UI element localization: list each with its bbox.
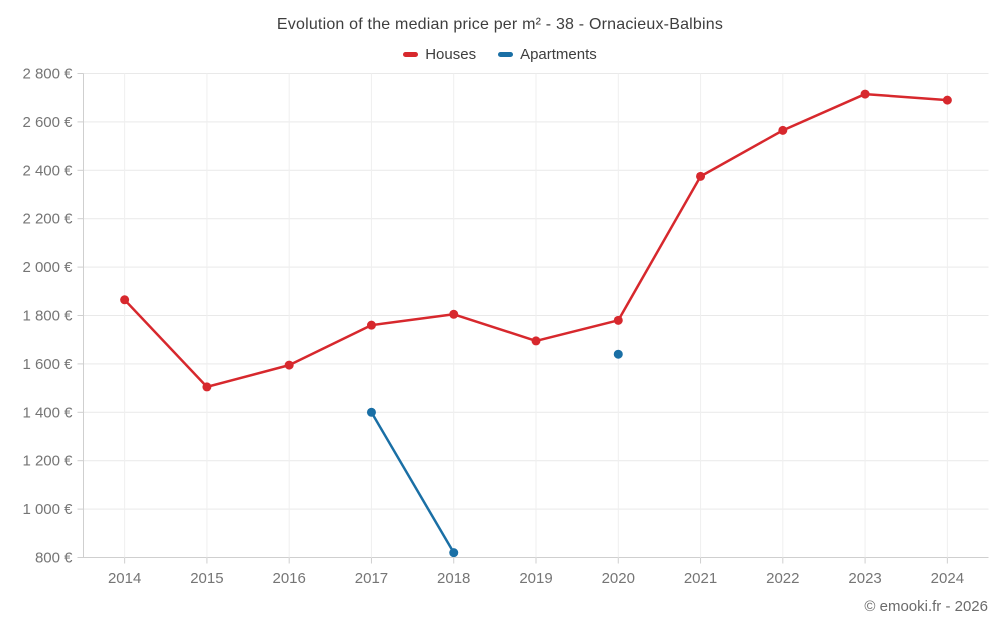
houses-legend-label: Houses (425, 46, 477, 63)
houses-point[interactable] (613, 315, 623, 325)
x-axis-label: 2014 (108, 570, 141, 587)
x-axis-label: 2017 (355, 570, 388, 587)
legend-item-apartments[interactable]: Apartments (498, 46, 597, 63)
y-axis-label: 1 800 € (22, 308, 73, 325)
houses-point[interactable] (366, 320, 376, 330)
y-axis-label: 1 400 € (22, 404, 73, 421)
houses-point[interactable] (942, 95, 952, 105)
x-axis-label: 2018 (437, 570, 470, 587)
houses-point[interactable] (778, 125, 788, 135)
y-axis-label: 2 800 € (22, 66, 73, 83)
y-axis-label: 2 600 € (22, 114, 73, 131)
y-axis-label: 2 000 € (22, 259, 73, 276)
x-axis-label: 2020 (602, 570, 635, 587)
x-axis-label: 2019 (519, 570, 552, 587)
x-axis-label: 2023 (848, 570, 881, 587)
x-axis-label: 2016 (272, 570, 305, 587)
apartments-legend-label: Apartments (520, 46, 597, 63)
x-axis-label: 2015 (190, 570, 223, 587)
houses-point[interactable] (120, 295, 130, 305)
apartments-line (370, 411, 455, 554)
apartments-swatch-icon (498, 52, 514, 57)
houses-point[interactable] (696, 171, 706, 181)
apartments-point[interactable] (449, 548, 459, 558)
houses-point[interactable] (860, 89, 870, 99)
copyright-text: © emooki.fr - 2026 (864, 598, 988, 615)
y-axis-label: 2 400 € (22, 162, 73, 179)
x-axis-label: 2022 (766, 570, 799, 587)
x-axis-label: 2024 (931, 570, 964, 587)
legend-item-houses[interactable]: Houses (403, 46, 476, 63)
houses-point[interactable] (202, 382, 212, 392)
houses-point[interactable] (284, 360, 294, 370)
y-axis-label: 1 600 € (22, 356, 73, 373)
legend: Houses Apartments (0, 46, 1000, 63)
y-axis-label: 1 000 € (22, 501, 73, 518)
x-axis-label: 2021 (684, 570, 717, 587)
houses-point[interactable] (531, 336, 541, 346)
y-axis-label: 2 200 € (22, 211, 73, 228)
chart-title: Evolution of the median price per m² - 3… (276, 16, 724, 33)
apartments-point[interactable] (613, 349, 623, 359)
apartments-point[interactable] (366, 407, 376, 417)
houses-swatch-icon (403, 52, 419, 57)
y-axis-label: 800 € (35, 550, 73, 567)
houses-point[interactable] (449, 309, 459, 319)
y-axis-label: 1 200 € (22, 453, 73, 470)
